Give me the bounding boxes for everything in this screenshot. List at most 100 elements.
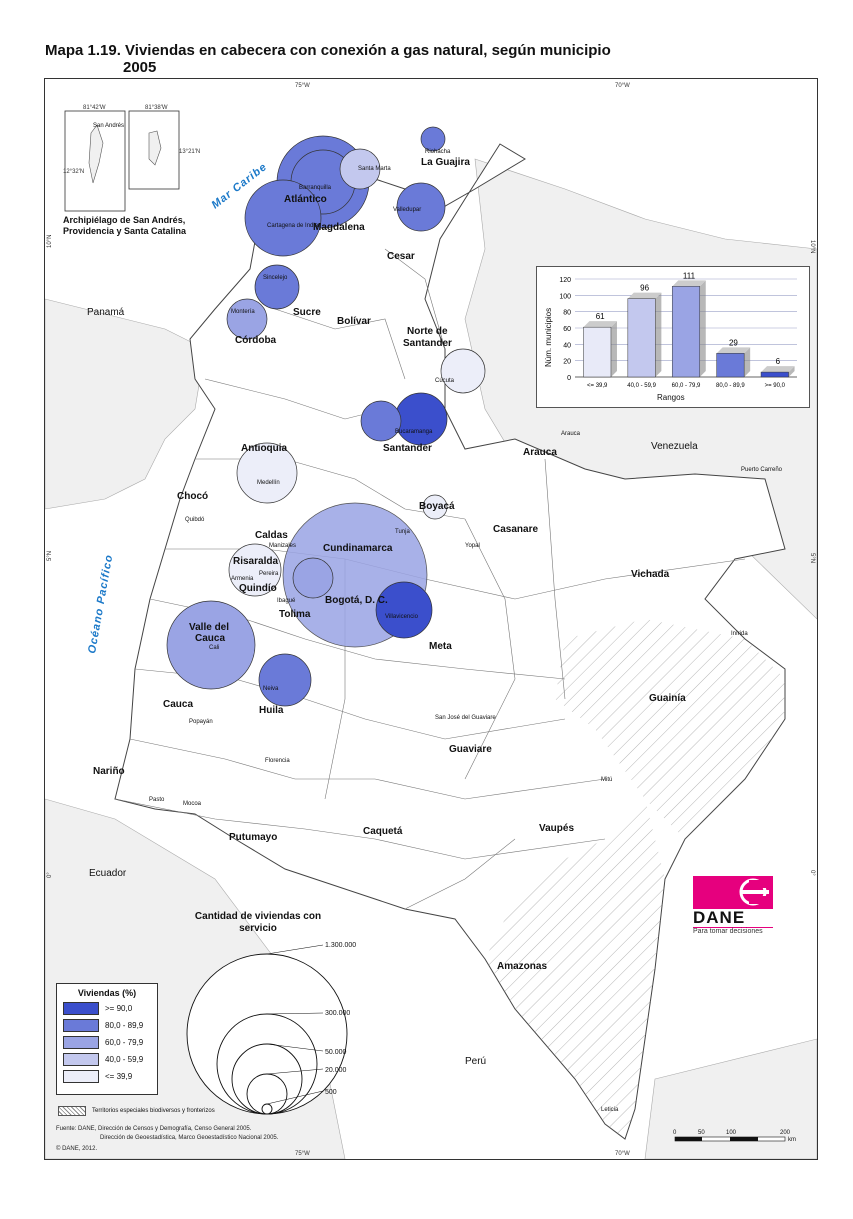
- circle-cali: [166, 600, 256, 690]
- dept-label-atlantico: Atlántico: [284, 194, 327, 205]
- inset-san-andres: 81°42'W 81°38'W 12°32'N 13°21'N San Andr…: [63, 103, 203, 213]
- bar-chart-ytick: 40: [563, 342, 571, 349]
- capital-barranquilla: Barranquilla: [299, 185, 332, 191]
- dept-label-valle-2: Cauca: [195, 633, 225, 644]
- dept-label-santander: Santander: [383, 443, 432, 454]
- dept-label-magdalena: Magdalena: [313, 222, 365, 233]
- circle-pereira: [228, 543, 282, 597]
- coord-left-10: 10°N: [47, 235, 53, 248]
- coord-right-5: 5°N: [809, 553, 815, 563]
- legend-label-3: 60,0 - 79,9: [105, 1038, 144, 1047]
- dept-label-bogota: Bogotá, D. C.: [325, 595, 388, 606]
- capital-sincelejo: Sincelejo: [263, 275, 288, 281]
- legend-label-5: <= 39,9: [105, 1072, 133, 1081]
- bar-value-label: 6: [776, 357, 781, 366]
- coord-right-0: 0°: [809, 870, 815, 876]
- panama-land: [45, 298, 206, 510]
- bar: [760, 371, 789, 378]
- inset-canvas: 81°42'W 81°38'W 12°32'N 13°21'N San Andr…: [63, 105, 200, 212]
- circle-valledupar: [396, 182, 446, 232]
- dept-label-bolivar: Bolívar: [337, 316, 371, 327]
- bar-side: [610, 321, 617, 377]
- map-title-line1: Mapa 1.19. Viviendas en cabecera con con…: [45, 42, 611, 59]
- capital-armenia: Armenia: [231, 576, 254, 582]
- footer-source1: Fuente: DANE, Dirección de Censos y Demo…: [56, 1126, 252, 1132]
- proportional-circles: [166, 126, 486, 707]
- inset-label-san-andres: San Andrés: [93, 123, 124, 129]
- coord-top-70: 70°W: [615, 83, 630, 89]
- capital-valledupar: Valledupar: [393, 207, 421, 213]
- dept-label-quindio: Quindío: [239, 583, 277, 594]
- dept-label-antioquia: Antioquia: [241, 443, 288, 454]
- circle-riohacha: [420, 126, 446, 152]
- dane-logo-mark: [693, 876, 773, 909]
- size-legend-circle-500: [261, 1103, 273, 1115]
- country-label-ecuador: Ecuador: [89, 868, 127, 879]
- dept-label-valle-1: Valle del: [189, 622, 229, 633]
- dept-label-vichada: Vichada: [631, 569, 670, 580]
- footer-source2: Dirección de Geoestadística, Marco Geoes…: [100, 1135, 279, 1141]
- coord-bot-75: 75°W: [295, 1151, 310, 1157]
- percent-legend-row: >= 90,0: [63, 1002, 157, 1015]
- coord-right-10: 10°N: [809, 240, 815, 253]
- capital-popayan: Popayán: [189, 719, 213, 725]
- capital-cucuta: Cúcuta: [435, 378, 455, 384]
- dept-label-norte-santander-1: Norte de: [407, 326, 448, 337]
- dept-label-guainia: Guainía: [649, 693, 686, 704]
- special-territories-label: Territorios especiales biodiversos y fro…: [92, 1108, 215, 1114]
- dept-label-huila: Huila: [259, 705, 284, 716]
- size-legend-title: Cantidad de viviendas con servicio: [194, 911, 322, 934]
- coord-left-5: 5°N: [47, 551, 53, 561]
- bar-category-label: >= 90,0: [765, 383, 786, 389]
- circle-monteria: [226, 298, 268, 340]
- country-label-panama: Panamá: [87, 307, 125, 318]
- scale-tick-0: 0: [673, 1130, 677, 1136]
- map-title-year: 2005: [123, 59, 157, 76]
- dept-label-choco: Chocó: [177, 491, 208, 502]
- bar-top: [583, 321, 617, 328]
- footer-copyright: © DANE, 2012.: [56, 1146, 98, 1152]
- dept-label-arauca: Arauca: [523, 447, 557, 458]
- scale-tick-50: 50: [698, 1130, 705, 1136]
- percent-legend-row: 80,0 - 89,9: [63, 1019, 157, 1032]
- circle-cartagena: [244, 179, 322, 257]
- circle-villavicencio: [375, 581, 433, 639]
- dept-label-norte-santander-2: Santander: [403, 338, 452, 349]
- capital-cali: Cali: [209, 645, 219, 651]
- dept-label-boyaca: Boyacá: [419, 501, 455, 512]
- size-legend-value-4: 20.000: [325, 1067, 347, 1074]
- capital-leticia: Leticia: [601, 1107, 619, 1113]
- capital-neiva: Neiva: [263, 686, 279, 692]
- inset-lat2: 13°21'N: [179, 149, 200, 155]
- circle-bucaramanga: [394, 392, 448, 446]
- percent-legend-row: <= 39,9: [63, 1070, 157, 1083]
- bar-category-label: 40,0 - 59,9: [627, 383, 656, 389]
- capital-bucaramanga: Bucaramanga: [395, 429, 433, 435]
- special-territories-legend: Territorios especiales biodiversos y fro…: [58, 1106, 215, 1116]
- capital-arauca: Arauca: [561, 431, 581, 437]
- bar-value-label: 96: [640, 284, 649, 293]
- capital-santa-marta: Santa Marta: [358, 166, 391, 172]
- dept-label-meta: Meta: [429, 641, 452, 652]
- circle-ibague: [292, 557, 334, 599]
- legend-swatch-1: [63, 1002, 99, 1015]
- bar-value-label: 111: [683, 271, 696, 280]
- capital-cartagena: Cartagena de Indias: [267, 223, 321, 229]
- bar-category-label: 60,0 - 79,9: [672, 383, 701, 389]
- dane-logo-tagline: Para tomar decisiones: [693, 927, 773, 935]
- bar-category-label: <= 39,9: [587, 383, 608, 389]
- dept-label-cundinamarca: Cundinamarca: [323, 543, 393, 554]
- dept-label-cordoba: Córdoba: [235, 335, 277, 346]
- capital-monteria: Montería: [231, 309, 255, 315]
- size-legend-leaders: [266, 944, 324, 1105]
- special-territory-guainia: [555, 619, 785, 839]
- legend-label-2: 80,0 - 89,9: [105, 1021, 144, 1030]
- circle-barrancabermeja: [360, 400, 402, 442]
- dept-label-caqueta: Caquetá: [363, 826, 403, 837]
- coord-top-75: 75°W: [295, 83, 310, 89]
- bar: [671, 286, 701, 378]
- bar-top: [716, 347, 751, 354]
- capital-manizales: Manizales: [269, 543, 296, 549]
- capital-tunja: Tunja: [395, 529, 410, 535]
- bar-value-label: 61: [596, 312, 605, 321]
